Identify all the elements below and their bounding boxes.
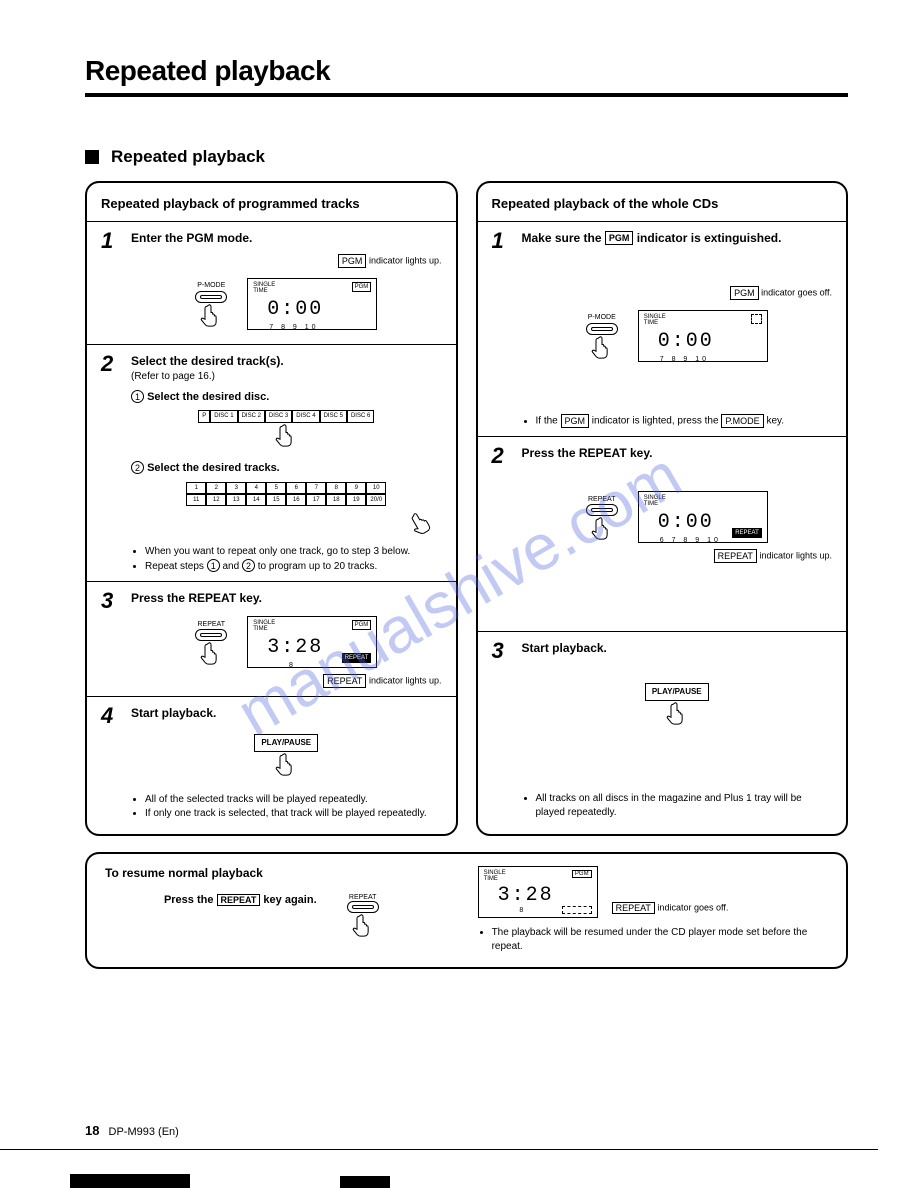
step2-refer: (Refer to page 16.) — [131, 370, 442, 384]
r-step3-title: Start playback. — [522, 640, 833, 656]
left-panel-title: Repeated playback of programmed tracks — [101, 195, 442, 213]
step2-title: Select the desired track(s). — [131, 353, 442, 369]
step-number: 2 — [492, 445, 514, 623]
step-number: 3 — [101, 590, 123, 688]
section-header: Repeated playback — [85, 147, 848, 167]
step2-sub1: Select the desired disc. — [147, 391, 269, 403]
footer: 18 DP-M993 (En) — [85, 1123, 179, 1138]
step4-note2: If only one track is selected, that trac… — [145, 807, 442, 821]
display-illus: SINGLE TIME PGM 3:28 8 REPEAT — [247, 616, 377, 668]
r-step2-title: Press the REPEAT key. — [522, 445, 833, 461]
track-grid-illus: 12345678910 11121314151617181920/0 — [186, 482, 386, 506]
step3-title: Press the REPEAT key. — [131, 590, 442, 606]
left-panel: Repeated playback of programmed tracks 1… — [85, 181, 458, 836]
step-number: 2 — [101, 353, 123, 573]
disc-buttons-illus: PDISC 1DISC 2DISC 3DISC 4DISC 5DISC 6 — [131, 410, 442, 422]
r-step1-title: Make sure the PGM indicator is extinguis… — [522, 230, 833, 246]
step-number: 4 — [101, 705, 123, 820]
step4-title: Start playback. — [131, 705, 442, 721]
repeat-button-illus: REPEAT — [586, 495, 618, 540]
page-number: 18 — [85, 1123, 99, 1138]
step4-note1: All of the selected tracks will be playe… — [145, 793, 442, 807]
pmode-button-illus: P-MODE — [195, 281, 227, 326]
step2-sub2: Select the desired tracks. — [147, 462, 280, 474]
resume-title: To resume normal playback — [105, 866, 438, 880]
repeat-button-illus: REPEAT — [195, 620, 227, 665]
resume-note: The playback will be resumed under the C… — [492, 926, 828, 953]
repeat-button-illus: REPEAT — [347, 894, 379, 937]
right-panel: Repeated playback of the whole CDs 1 Mak… — [476, 181, 849, 836]
display-illus: SINGLE TIME 0:00 6 7 8 9 10 REPEAT — [638, 491, 768, 543]
model-number: DP-M993 (En) — [109, 1126, 179, 1138]
step2-note1: When you want to repeat only one track, … — [145, 545, 442, 559]
display-illus: SINGLE TIME 0:00 7 8 9 10 — [638, 310, 768, 362]
step-number: 1 — [101, 230, 123, 336]
step-number: 3 — [492, 640, 514, 819]
play-button-illus: PLAY/PAUSE — [645, 683, 709, 702]
section-heading-text: Repeated playback — [111, 147, 265, 167]
display-illus: SINGLE TIME PGM 3:28 8 — [478, 866, 598, 918]
r-step1-note: If the PGM indicator is lighted, press t… — [536, 414, 833, 428]
step2-note2: Repeat steps 1 and 2 to program up to 20… — [145, 559, 442, 574]
pmode-button-illus: P-MODE — [586, 313, 618, 358]
page-title: Repeated playback — [85, 55, 848, 97]
play-button-illus: PLAY/PAUSE — [254, 734, 318, 753]
step1-title: Enter the PGM mode. — [131, 230, 442, 246]
step-number: 1 — [492, 230, 514, 429]
resume-panel: To resume normal playback Press the REPE… — [85, 852, 848, 969]
display-illus: SINGLE TIME PGM 0:00 7 8 9 10 — [247, 278, 377, 330]
right-panel-title: Repeated playback of the whole CDs — [492, 195, 833, 213]
step1-indicator-text: indicator lights up. — [369, 255, 442, 265]
pgm-indicator-box: PGM — [338, 254, 367, 268]
r-step3-note: All tracks on all discs in the magazine … — [536, 792, 833, 819]
square-icon — [85, 150, 99, 164]
